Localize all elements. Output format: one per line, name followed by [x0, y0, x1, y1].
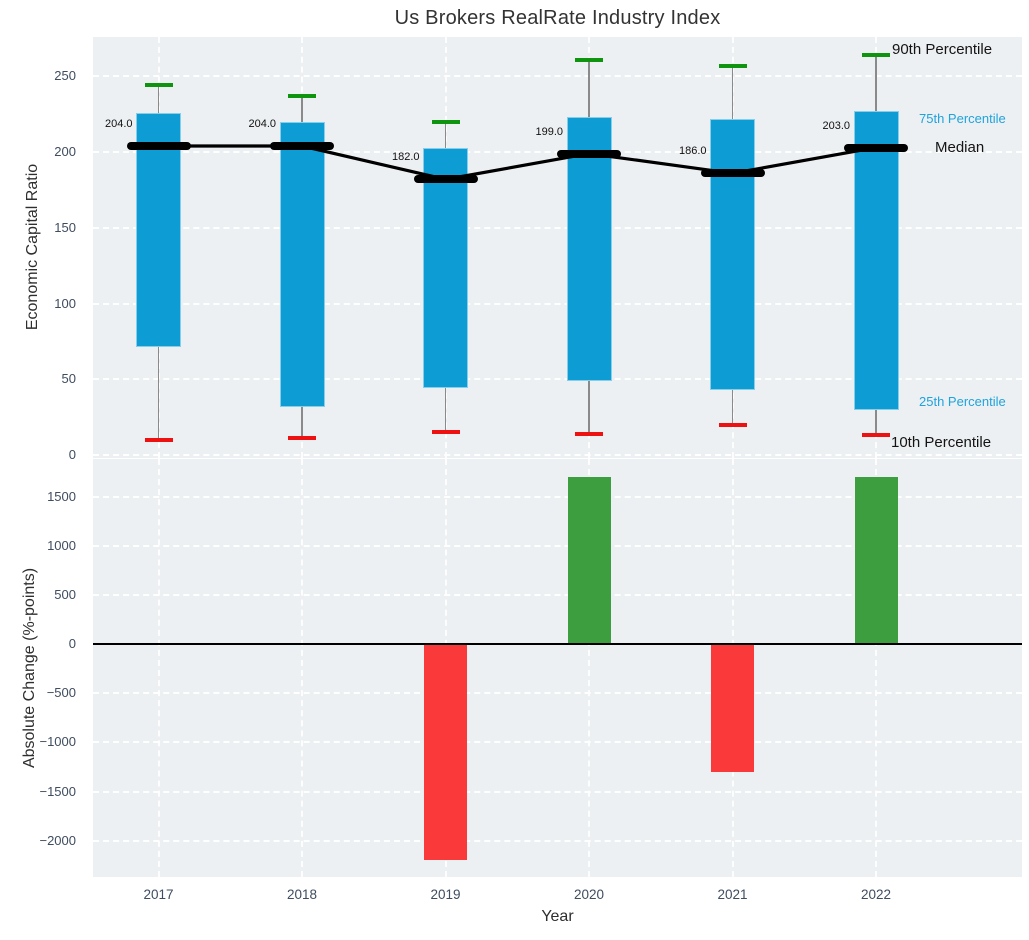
- change-bar-positive: [567, 477, 611, 645]
- bottom-y-tick-label: −500: [46, 685, 76, 701]
- percentile-box: [279, 121, 325, 407]
- percentile-box: [710, 118, 755, 390]
- annotation-25th-percentile: 25th Percentile: [919, 394, 1006, 409]
- x-axis-label: Year: [541, 908, 574, 925]
- median-value-label: 182.0: [391, 151, 420, 164]
- grid-line-horizontal: [93, 75, 1022, 78]
- p90-whisker-cap: [862, 53, 890, 58]
- median-value-label: 204.0: [248, 118, 276, 131]
- bottom-y-tick-label: 1000: [47, 537, 76, 553]
- grid-line-horizontal: [93, 839, 1022, 842]
- bottom-y-tick-label: −1000: [39, 734, 76, 750]
- change-bar-positive: [854, 477, 898, 645]
- annotation-90th-percentile: 90th Percentile: [892, 41, 993, 58]
- x-tick-label: 2020: [573, 887, 605, 902]
- p10-whisker-cap: [144, 437, 173, 442]
- top-y-tick-label: 50: [61, 371, 76, 387]
- grid-line-vertical: [157, 459, 160, 877]
- median-value-label: 186.0: [678, 145, 707, 158]
- annotation-10th-percentile: 10th Percentile: [891, 434, 992, 451]
- bottom-y-tick-label: 0: [68, 636, 76, 652]
- median-marker: [413, 175, 478, 184]
- grid-line-horizontal: [93, 302, 1022, 305]
- grid-line-vertical: [875, 459, 877, 877]
- bottom-y-tick-label: 500: [54, 587, 76, 603]
- percentile-box: [136, 112, 181, 348]
- grid-line-horizontal: [93, 790, 1022, 793]
- grid-line-horizontal: [93, 453, 1022, 456]
- p90-whisker-cap: [288, 94, 316, 99]
- chart-title: Us Brokers RealRate Industry Index: [394, 7, 721, 29]
- median-trend-line: [158, 144, 877, 181]
- median-marker: [844, 143, 908, 152]
- median-marker: [557, 149, 621, 158]
- grid-line-horizontal: [93, 741, 1022, 744]
- p90-whisker-cap: [144, 83, 173, 88]
- x-tick-label: 2019: [430, 887, 461, 902]
- bottom-panel-plot-area: [93, 459, 1022, 877]
- median-value-label: 199.0: [535, 125, 563, 138]
- median-marker: [700, 169, 765, 178]
- median-marker: [126, 142, 191, 151]
- top-y-tick-label: 0: [68, 446, 76, 462]
- median-value-label: 203.0: [822, 119, 850, 132]
- change-bar-negative: [424, 644, 467, 861]
- top-y-tick-label: 100: [54, 295, 76, 311]
- grid-line-horizontal: [93, 495, 1022, 498]
- change-bar-negative: [711, 644, 754, 772]
- x-tick-label: 2021: [717, 887, 748, 902]
- grid-line-horizontal: [93, 378, 1022, 381]
- p10-whisker-cap: [288, 436, 316, 441]
- p90-whisker-cap: [718, 63, 747, 68]
- p90-whisker-cap: [431, 119, 460, 124]
- percentile-box: [566, 117, 612, 381]
- annotation-median: Median: [935, 139, 985, 156]
- p10-whisker-cap: [862, 433, 890, 438]
- grid-line-vertical: [588, 459, 590, 877]
- median-value-label: 204.0: [104, 118, 133, 131]
- top-y-tick-label: 250: [54, 68, 76, 84]
- grid-line-horizontal: [93, 692, 1022, 695]
- grid-line-horizontal: [93, 226, 1022, 229]
- annotation-75th-percentile: 75th Percentile: [919, 111, 1006, 126]
- p90-whisker-cap: [575, 57, 603, 62]
- top-y-tick-label: 150: [54, 219, 76, 235]
- p10-whisker-cap: [718, 422, 747, 427]
- grid-line-horizontal: [93, 544, 1022, 547]
- top-panel-plot-area: 204.0 204.0 182.0 199.0 186.0 203.0: [93, 37, 1022, 458]
- percentile-box: [853, 111, 899, 410]
- x-tick-label: 2018: [286, 887, 318, 902]
- grid-line-vertical: [301, 459, 303, 877]
- x-tick-label: 2022: [860, 887, 892, 902]
- bottom-y-tick-label: −1500: [39, 783, 76, 799]
- p10-whisker-cap: [575, 431, 603, 436]
- x-tick-label: 2017: [143, 887, 174, 902]
- top-y-tick-label: 200: [54, 144, 76, 160]
- median-marker: [270, 142, 334, 151]
- bottom-y-tick-label: −2000: [39, 832, 76, 848]
- zero-baseline: [93, 643, 1022, 646]
- percentile-box: [423, 147, 468, 389]
- grid-line-horizontal: [93, 594, 1022, 597]
- bottom-y-tick-label: 1500: [47, 488, 76, 504]
- p10-whisker-cap: [431, 430, 460, 435]
